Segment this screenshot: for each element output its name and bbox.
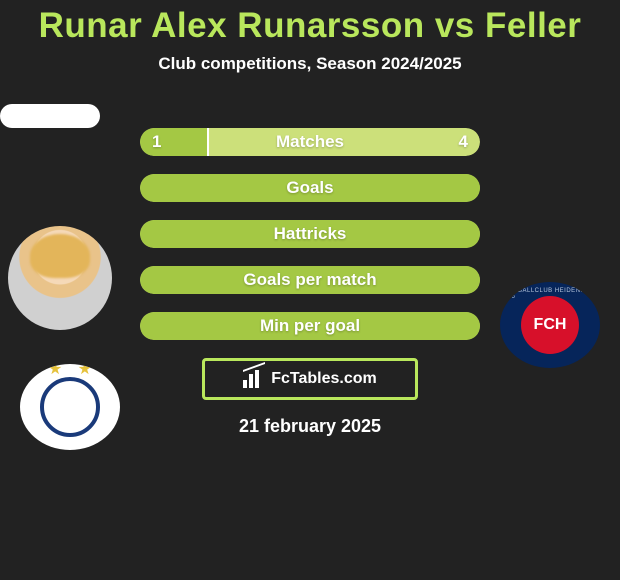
comparison-card: Runar Alex Runarsson vs Feller Club comp… <box>0 0 620 580</box>
bar-chart-icon <box>243 370 265 388</box>
attribution-badge: FcTables.com <box>202 358 418 400</box>
stat-label: Min per goal <box>140 312 480 340</box>
stat-label: Goals <box>140 174 480 202</box>
player-right-avatar <box>0 104 100 128</box>
stat-label: Hattricks <box>140 220 480 248</box>
page-subtitle: Club competitions, Season 2024/2025 <box>0 54 620 74</box>
stats-container: FUSSBALLCLUB HEIDENHEIM 1846 FCH 14Match… <box>0 104 620 340</box>
player-left-avatar <box>8 226 112 330</box>
stat-label: Goals per match <box>140 266 480 294</box>
page-title: Runar Alex Runarsson vs Feller <box>0 6 620 46</box>
club-right-crest: FCH <box>521 296 579 354</box>
stat-bar-min_per_goal: Min per goal <box>140 312 480 340</box>
stat-bar-goals_per_match: Goals per match <box>140 266 480 294</box>
club-left-crest <box>40 377 100 437</box>
stat-label: Matches <box>140 128 480 156</box>
club-right-badge: FUSSBALLCLUB HEIDENHEIM 1846 FCH <box>500 282 600 368</box>
club-left-badge <box>20 364 120 450</box>
club-right-ring-text: FUSSBALLCLUB HEIDENHEIM 1846 <box>500 288 600 300</box>
stat-bar-goals: Goals <box>140 174 480 202</box>
stat-bar-hattricks: Hattricks <box>140 220 480 248</box>
attribution-text: FcTables.com <box>271 370 377 388</box>
stat-bar-matches: 14Matches <box>140 128 480 156</box>
